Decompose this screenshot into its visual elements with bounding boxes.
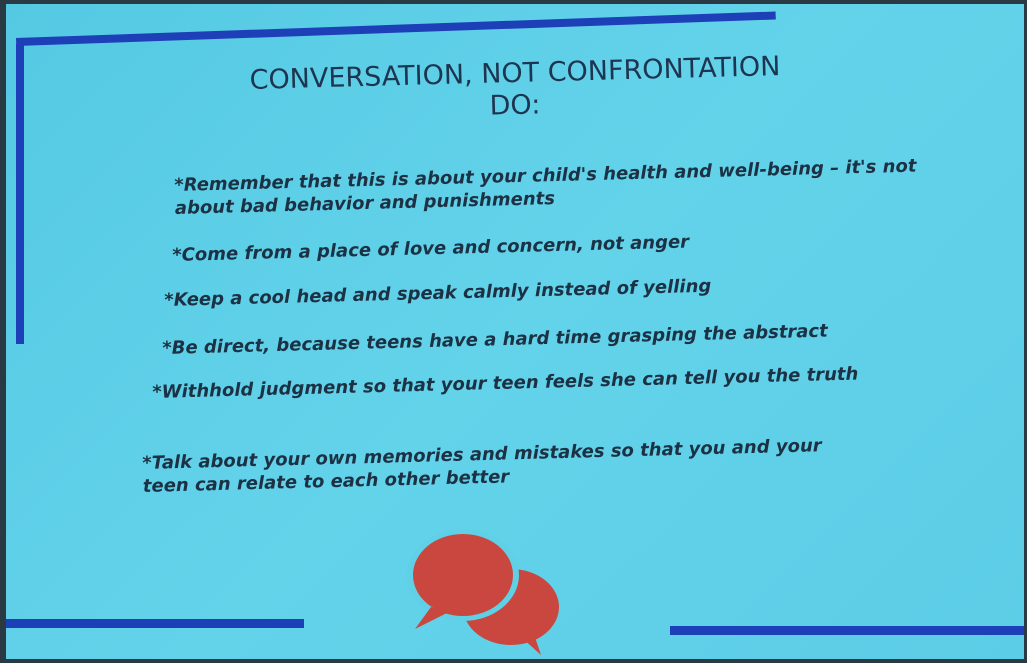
border-top [16, 11, 776, 46]
speech-icon [401, 519, 571, 659]
page: CONVERSATION, NOT CONFRONTATION DO: *Rem… [0, 0, 1027, 663]
bullet: *Talk about your own memories and mistak… [142, 433, 863, 498]
slide: CONVERSATION, NOT CONFRONTATION DO: *Rem… [6, 4, 1024, 659]
bullet: *Keep a cool head and speak calmly inste… [164, 269, 924, 312]
border-bottom-right [670, 626, 1024, 635]
bullet: *Withhold judgment so that your teen fee… [152, 362, 872, 404]
bullet: *Come from a place of love and concern, … [172, 224, 932, 267]
border-bottom-left [6, 619, 304, 628]
bullet: *Remember that this is about your child'… [174, 154, 935, 220]
bullet: *Be direct, because teens have a hard ti… [162, 317, 922, 360]
